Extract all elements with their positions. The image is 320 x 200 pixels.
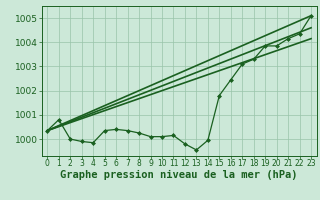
X-axis label: Graphe pression niveau de la mer (hPa): Graphe pression niveau de la mer (hPa) (60, 170, 298, 180)
